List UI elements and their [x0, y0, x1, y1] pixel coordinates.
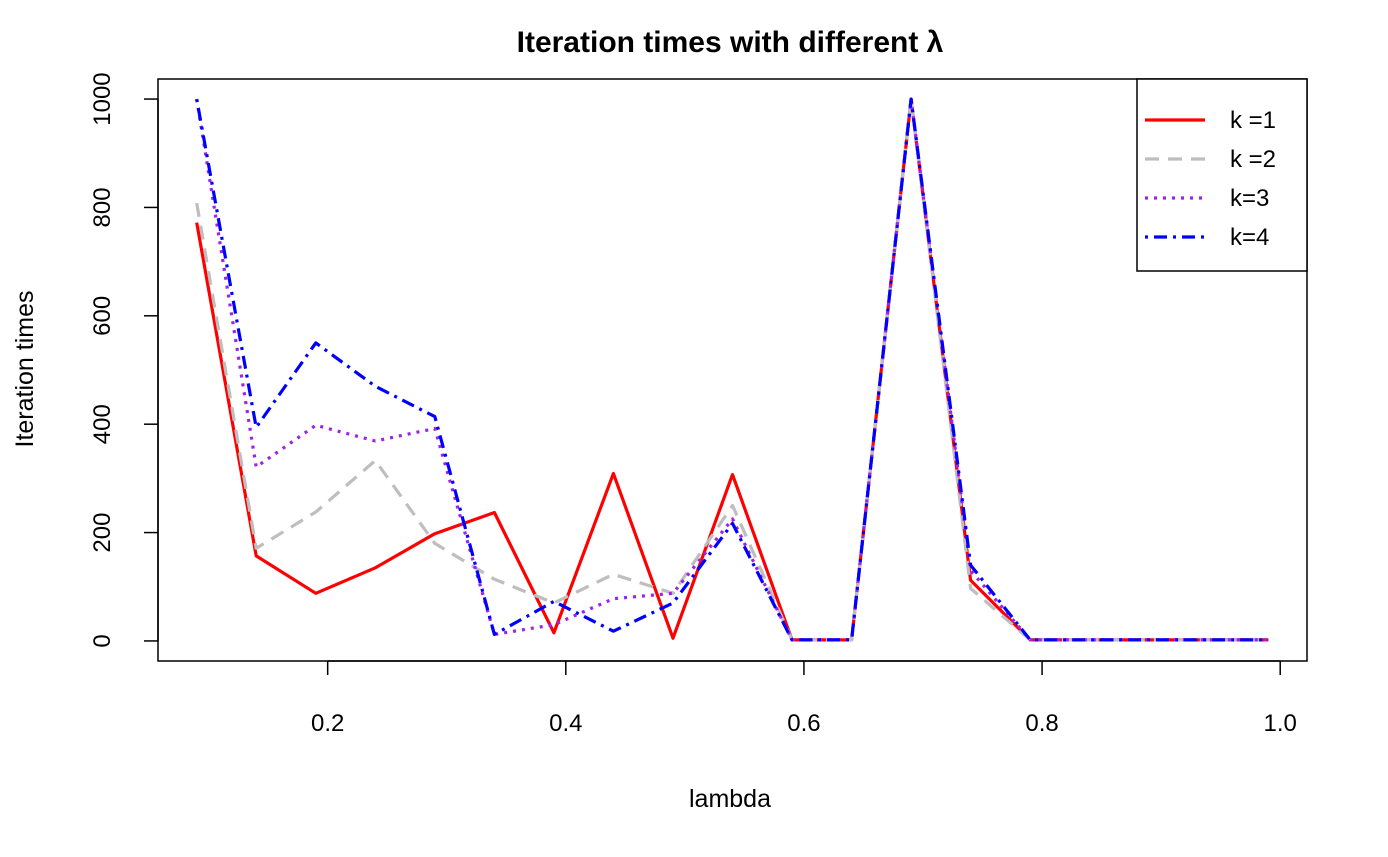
legend-label-k3: k=3: [1230, 185, 1269, 212]
series-line-k1: [195, 97, 1269, 642]
y-axis-label: Iteration times: [11, 290, 39, 447]
x-tick-label: 1.0: [1264, 710, 1297, 737]
x-tick-label: 0.8: [1025, 710, 1058, 737]
chart-title: Iteration times with different λ: [517, 26, 944, 59]
x-axis: 0.2 0.4 0.6 0.8 1.0: [311, 660, 1297, 737]
y-tick-label: 400: [89, 404, 116, 444]
plot-frame: [157, 78, 1308, 662]
legend-label-k4: k=4: [1230, 224, 1269, 251]
y-tick-label: 800: [89, 187, 116, 227]
x-tick-label: 0.2: [311, 710, 344, 737]
x-tick-label: 0.6: [787, 710, 820, 737]
series-layer: [195, 97, 1269, 642]
y-tick-label: 0: [89, 634, 116, 647]
y-tick-label: 600: [89, 296, 116, 336]
legend: k =1 k =2 k=3 k=4: [1136, 78, 1308, 272]
series-line-k3: [195, 97, 1269, 642]
y-axis: 0 200 400 600 800 1000: [89, 72, 159, 648]
legend-box: [1136, 78, 1308, 272]
x-tick-label: 0.4: [549, 710, 582, 737]
y-tick-label: 1000: [89, 72, 116, 125]
legend-label-k2: k =2: [1230, 146, 1276, 173]
x-axis-label: lambda: [689, 785, 771, 813]
legend-label-k1: k =1: [1230, 107, 1276, 134]
y-tick-label: 200: [89, 513, 116, 553]
series-line-k4: [195, 97, 1269, 642]
series-line-k2: [195, 97, 1269, 642]
